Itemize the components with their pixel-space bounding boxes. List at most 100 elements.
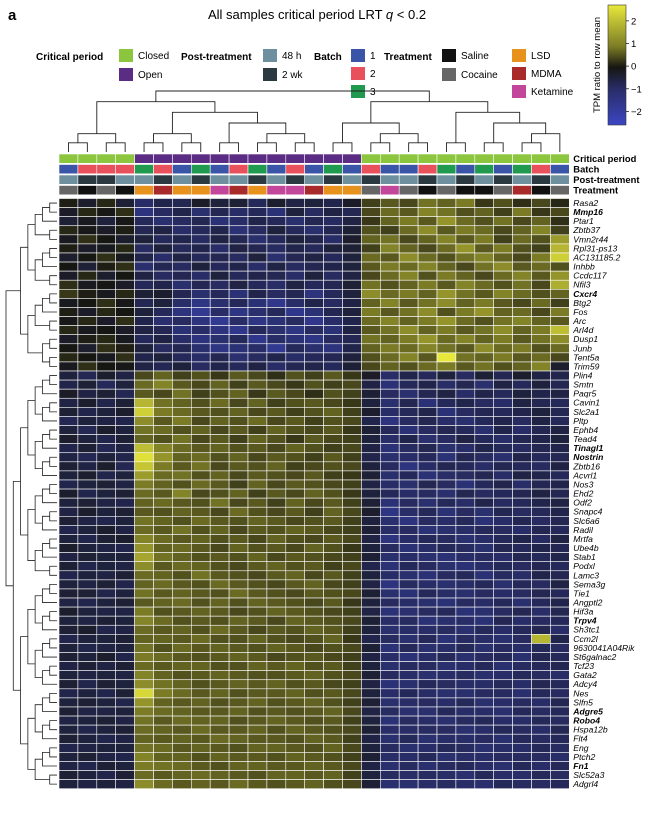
heatmap-cell [304,307,324,317]
heatmap-cell [266,652,287,662]
heatmap-cell [153,379,173,390]
heatmap-cell [96,733,117,744]
heatmap-cell [304,288,324,299]
heatmap-cell [342,316,362,326]
row-dendrogram-branch [42,670,57,685]
heatmap-cell [191,334,211,345]
heatmap-cell [247,706,268,717]
column-dendrogram-branch [379,133,419,143]
heatmap-cell [191,752,211,762]
heatmap-cell [398,307,419,317]
heatmap-cell [266,706,287,717]
heatmap-cell [115,479,135,490]
heatmap-cell [512,724,532,735]
heatmap-cell [323,679,343,690]
heatmap-cell [77,425,98,435]
heatmap-cell [361,688,381,699]
heatmap-cell [474,461,494,472]
heatmap-cell [96,670,117,681]
annotation-cell [436,153,457,164]
heatmap-cell [266,234,287,245]
heatmap-cell [474,752,494,762]
heatmap-cell [361,552,381,562]
heatmap-cell [512,388,532,399]
row-dendrogram-branch [49,456,57,467]
panel-letter: a [8,7,17,24]
heatmap-cell [153,570,173,581]
heatmap-cell [247,679,268,690]
heatmap-cell [96,615,117,626]
heatmap-cell [228,579,249,590]
heatmap-cell [58,479,79,490]
heatmap-cell [77,770,98,780]
annotation-cell [228,185,249,196]
heatmap-cell [304,606,324,617]
heatmap-cell [285,261,305,272]
heatmap-cell [417,261,438,272]
heatmap-cell [304,579,324,590]
heatmap-cell [474,515,494,526]
heatmap-cell [512,770,532,780]
heatmap-cell [77,470,98,481]
heatmap-cell [172,461,192,472]
heatmap-cell [266,470,287,481]
heatmap-cell [474,379,494,390]
heatmap-cell [531,388,551,399]
heatmap-cell [379,561,400,572]
heatmap-cell [361,243,381,254]
heatmap-cell [455,597,476,608]
heatmap-cell [96,597,117,608]
heatmap-cell [228,261,249,272]
heatmap-cell [172,543,192,553]
heatmap-cell [550,461,570,472]
heatmap-cell [266,298,287,308]
heatmap-cell [512,615,532,626]
heatmap-cell [96,243,117,254]
heatmap-cell [115,761,135,771]
heatmap-cell [247,316,268,326]
row-dendrogram-branch [42,488,57,504]
heatmap-cell [115,407,135,417]
heatmap-cell [342,570,362,581]
heatmap-cell [417,479,438,490]
gene-label: Mrtfa [573,534,593,544]
heatmap-cell [361,606,381,617]
heatmap-cell [512,506,532,517]
row-dendrogram-branch [49,357,57,367]
heatmap-cell [285,615,305,626]
heatmap-cell [285,761,305,771]
heatmap-cell [134,370,154,381]
heatmap-cell [209,334,230,345]
heatmap-cell [342,697,362,708]
heatmap-cell [58,688,79,699]
heatmap-cell [379,761,400,771]
annotation-cell [266,153,287,164]
heatmap-cell [474,643,494,653]
heatmap-cell [266,352,287,363]
chart-title: All samples critical period LRT q < 0.2 [208,7,426,22]
heatmap-cell [266,488,287,499]
heatmap-cell [209,298,230,308]
heatmap-cell [134,325,154,335]
annotation-cell [436,174,457,185]
heatmap-cell [285,479,305,490]
heatmap-cell [398,298,419,308]
heatmap-cell [512,288,532,299]
row-dendrogram-branch [42,343,50,363]
heatmap-cell [153,525,173,535]
heatmap-cell [191,207,211,217]
heatmap-cell [417,661,438,671]
heatmap-cell [474,779,494,789]
heatmap-cell [417,207,438,217]
heatmap-cell [398,634,419,644]
annotation-cell [512,164,532,175]
heatmap-cell [247,370,268,381]
gene-label: Pltp [573,416,588,426]
heatmap-cell [153,779,173,789]
heatmap-cell [531,724,551,735]
heatmap-cell [304,543,324,553]
heatmap-cell [191,761,211,771]
heatmap-cell [172,270,192,281]
row-dendrogram-branch [49,338,57,349]
